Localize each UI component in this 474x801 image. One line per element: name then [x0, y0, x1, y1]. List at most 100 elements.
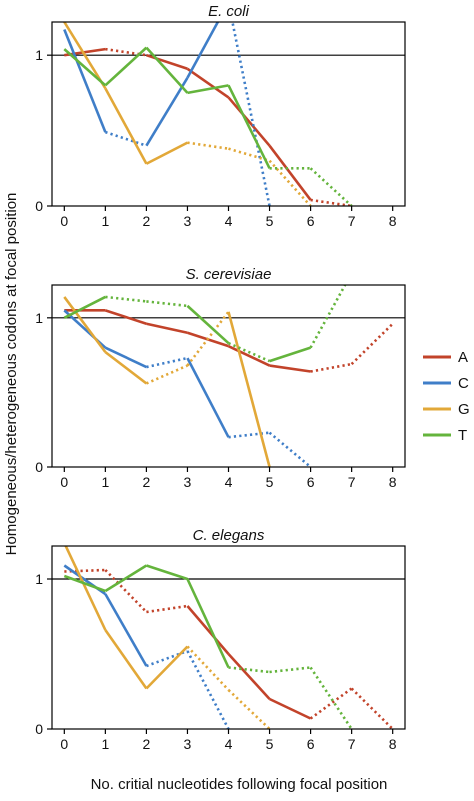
series-T-segment	[309, 666, 353, 729]
series-G-segment	[227, 311, 271, 467]
series-G-segment	[227, 689, 271, 729]
series-C-segment	[145, 649, 188, 668]
series-G-segment	[104, 629, 148, 690]
series-G-segment	[104, 351, 148, 385]
series-T-segment	[63, 295, 106, 319]
y-axis-label: Homogeneous/heterogeneous codons at foca…	[3, 193, 20, 556]
series-C-segment	[186, 650, 230, 729]
series-C-segment	[145, 77, 189, 147]
chart-panel-3: C. elegans 0 1 2 3 4 5 6 7 8 0 1	[35, 527, 406, 752]
x-tick-label: 5	[266, 474, 274, 490]
x-tick-label: 3	[184, 474, 192, 490]
x-tick-label: 0	[60, 213, 68, 229]
x-tick-label: 8	[389, 736, 397, 752]
series-G-segment	[104, 87, 148, 165]
series-A-segment	[350, 322, 394, 365]
series-A-segment	[227, 653, 271, 700]
series-A-segment	[310, 362, 352, 373]
series-A-segment	[146, 322, 188, 335]
series-G-segment	[145, 364, 188, 385]
series-T-segment	[104, 46, 148, 87]
x-tick-label: 7	[348, 736, 356, 752]
series-A-segment	[186, 67, 230, 99]
legend-label-A: A	[458, 349, 468, 366]
series-C-segment	[268, 431, 312, 467]
series-A-segment	[309, 687, 353, 720]
x-axis-label: No. critial nucleotides following focal …	[91, 776, 388, 793]
series-A-segment	[186, 605, 230, 655]
panel-title: S. cerevisiae	[186, 266, 272, 283]
series-A-segment	[268, 144, 312, 201]
x-tick-label: 1	[101, 736, 109, 752]
y-tick-label: 0	[35, 721, 43, 737]
series-G-segment	[63, 22, 107, 90]
series-group	[63, 22, 353, 206]
series-T-segment	[269, 346, 311, 363]
series-T-segment	[63, 48, 107, 87]
legend-label-G: G	[458, 401, 470, 418]
series-A-segment	[268, 697, 312, 720]
series-A-segment	[269, 364, 311, 373]
x-tick-label: 0	[60, 736, 68, 752]
series-C-segment	[63, 29, 107, 133]
series-T-segment	[104, 564, 148, 593]
series-T-segment	[227, 341, 271, 363]
x-tick-label: 4	[225, 474, 233, 490]
x-tick-label: 1	[101, 213, 109, 229]
series-G-segment	[63, 296, 107, 353]
chart-panel-2: S. cerevisiae 0 1 2 3 4 5 6 7 8 0 1	[35, 266, 406, 490]
series-A-segment	[146, 604, 188, 614]
series-C-segment	[186, 357, 230, 438]
y-tick-label: 0	[35, 198, 43, 214]
chart-panel-1: E. coli 0 1 2 3 4 5 6 7 8 0 1	[35, 3, 406, 229]
series-C-segment	[186, 22, 220, 79]
series-G-segment	[187, 141, 229, 150]
series-T-segment	[186, 578, 230, 669]
series-T-segment	[146, 300, 188, 308]
y-tick-label: 1	[35, 47, 43, 63]
x-tick-label: 3	[184, 736, 192, 752]
series-group	[63, 546, 394, 729]
series-A-segment	[310, 198, 352, 206]
series-G-segment	[186, 645, 230, 691]
series-T-segment	[227, 84, 271, 169]
legend-label-T: T	[458, 427, 467, 444]
series-T-segment	[187, 84, 229, 95]
x-tick-label: 7	[348, 474, 356, 490]
series-G-segment	[145, 141, 189, 165]
series-T-segment	[105, 295, 147, 303]
x-tick-label: 2	[143, 213, 151, 229]
series-T-segment	[63, 574, 106, 593]
series-G-segment	[186, 311, 230, 367]
x-tick-label: 8	[389, 213, 397, 229]
series-T-segment	[146, 564, 188, 581]
x-tick-label: 0	[60, 474, 68, 490]
x-tick-label: 8	[389, 474, 397, 490]
x-tick-label: 5	[266, 213, 274, 229]
series-G-segment	[145, 645, 189, 690]
series-group	[63, 285, 394, 467]
series-G-segment	[228, 147, 270, 163]
x-tick-label: 7	[348, 213, 356, 229]
series-C-segment	[146, 356, 188, 369]
series-T-segment	[309, 285, 347, 349]
series-A-segment	[350, 687, 394, 729]
series-C-segment	[228, 431, 270, 439]
series-C-segment	[231, 22, 271, 206]
series-T-segment	[186, 304, 230, 345]
legend-label-C: C	[458, 375, 469, 392]
x-tick-label: 1	[101, 474, 109, 490]
panel-title: E. coli	[208, 3, 250, 20]
x-tick-label: 6	[307, 474, 315, 490]
x-tick-label: 4	[225, 736, 233, 752]
series-T-segment	[269, 666, 311, 674]
y-tick-label: 0	[35, 459, 43, 475]
y-tick-label: 1	[35, 310, 43, 326]
series-A-segment	[145, 53, 188, 70]
x-tick-label: 5	[266, 736, 274, 752]
y-tick-label: 1	[35, 571, 43, 587]
x-tick-label: 6	[307, 736, 315, 752]
